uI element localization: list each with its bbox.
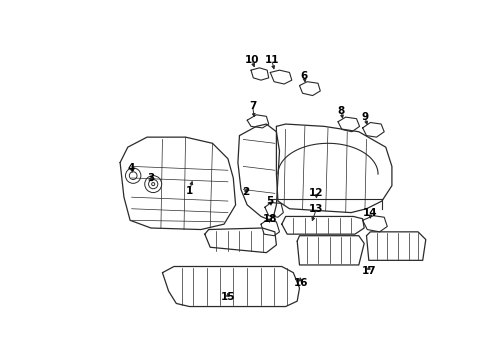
Text: 15: 15 bbox=[220, 292, 235, 302]
Text: 14: 14 bbox=[362, 208, 377, 217]
Text: 4: 4 bbox=[128, 163, 135, 173]
Text: 5: 5 bbox=[266, 196, 273, 206]
Text: 6: 6 bbox=[300, 71, 307, 81]
Text: 1: 1 bbox=[185, 186, 193, 196]
Text: 11: 11 bbox=[264, 55, 279, 65]
Text: 16: 16 bbox=[293, 278, 307, 288]
Text: 2: 2 bbox=[242, 187, 249, 197]
Text: 13: 13 bbox=[308, 204, 323, 214]
Text: 7: 7 bbox=[248, 101, 256, 111]
Text: 3: 3 bbox=[147, 173, 154, 183]
Text: 12: 12 bbox=[308, 188, 323, 198]
Text: 10: 10 bbox=[244, 55, 259, 65]
Text: 18: 18 bbox=[263, 214, 277, 224]
Text: 9: 9 bbox=[361, 112, 368, 122]
Text: 8: 8 bbox=[337, 106, 344, 116]
Text: 17: 17 bbox=[361, 266, 375, 276]
